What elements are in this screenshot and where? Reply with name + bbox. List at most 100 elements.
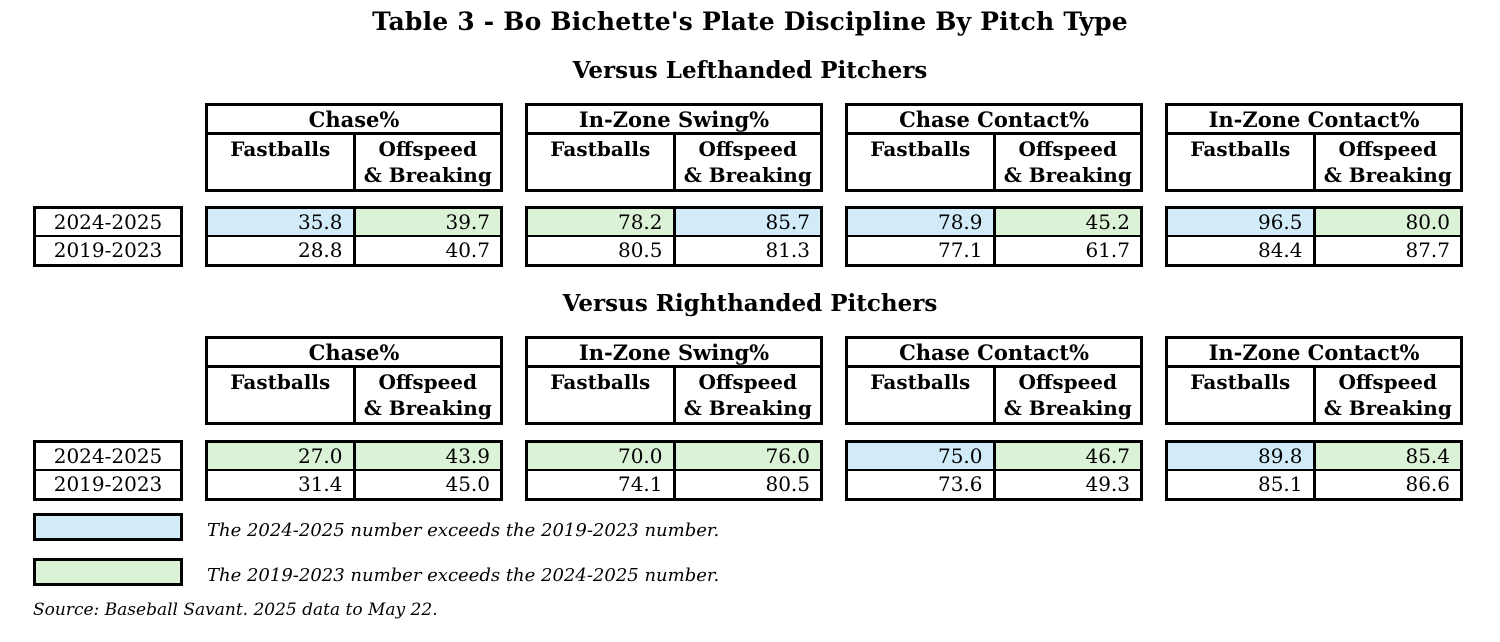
year-label-box: 2024-2025 2019-2023	[33, 440, 183, 501]
column-headers: Fastballs Offspeed & Breaking	[528, 368, 820, 422]
data-value-box: 78.2 85.7 80.5 81.3	[525, 206, 823, 267]
col-header-offspeed-breaking: Offspeed & Breaking	[1003, 370, 1132, 420]
value-offspeed-breaking: 86.6	[1315, 470, 1460, 498]
value-fastballs: 78.2	[528, 209, 676, 235]
value-offspeed-breaking: 81.3	[675, 236, 820, 264]
data-value-box: 70.0 76.0 74.1 80.5	[525, 440, 823, 501]
col-header-offspeed-breaking: Offspeed & Breaking	[683, 370, 812, 420]
col-header-fastballs: Fastballs	[208, 368, 356, 422]
data-value-box: 78.9 45.2 77.1 61.7	[845, 206, 1143, 267]
value-fastballs: 28.8	[208, 236, 356, 264]
data-value-box: 75.0 46.7 73.6 49.3	[845, 440, 1143, 501]
value-fastballs: 89.8	[1168, 443, 1316, 469]
page-title: Table 3 - Bo Bichette's Plate Discipline…	[372, 7, 1128, 36]
column-headers: Fastballs Offspeed & Breaking	[528, 135, 820, 189]
value-fastballs: 35.8	[208, 209, 356, 235]
data-row: 84.4 87.7	[1168, 236, 1460, 264]
value-offspeed-breaking: 85.4	[1315, 443, 1460, 469]
value-fastballs: 85.1	[1168, 470, 1316, 498]
metric-title: In-Zone Swing%	[528, 339, 820, 368]
col-header-fastballs: Fastballs	[1168, 135, 1316, 189]
section-heading: Versus Righthanded Pitchers	[562, 290, 938, 317]
column-headers: Fastballs Offspeed & Breaking	[1168, 368, 1460, 422]
value-offspeed-breaking: 39.7	[355, 209, 500, 235]
value-fastballs: 31.4	[208, 470, 356, 498]
data-row: 27.0 43.9	[208, 443, 500, 471]
section-heading: Versus Lefthanded Pitchers	[572, 57, 928, 84]
value-fastballs: 78.9	[848, 209, 996, 235]
column-headers: Fastballs Offspeed & Breaking	[848, 135, 1140, 189]
value-fastballs: 70.0	[528, 443, 676, 469]
data-row: 85.1 86.6	[1168, 470, 1460, 498]
value-offspeed-breaking: 87.7	[1315, 236, 1460, 264]
value-offspeed-breaking: 40.7	[355, 236, 500, 264]
legend-caption: The 2024-2025 number exceeds the 2019-20…	[207, 520, 720, 541]
value-fastballs: 75.0	[848, 443, 996, 469]
data-row: 78.2 85.7	[528, 209, 820, 237]
col-header-offspeed-breaking: Offspeed & Breaking	[363, 370, 492, 420]
data-row: 96.5 80.0	[1168, 209, 1460, 237]
data-row: 35.8 39.7	[208, 209, 500, 237]
column-headers: Fastballs Offspeed & Breaking	[208, 135, 500, 189]
metric-header-box: Chase% Fastballs Offspeed & Breaking	[205, 103, 503, 192]
data-value-box: 89.8 85.4 85.1 86.6	[1165, 440, 1463, 501]
metric-title: Chase%	[208, 339, 500, 368]
metric-title: Chase Contact%	[848, 339, 1140, 368]
source-note: Source: Baseball Savant. 2025 data to Ma…	[33, 600, 438, 620]
value-offspeed-breaking: 46.7	[995, 443, 1140, 469]
data-row: 89.8 85.4	[1168, 443, 1460, 471]
metric-header-box: In-Zone Swing% Fastballs Offspeed & Breaki…	[525, 103, 823, 192]
data-row: 75.0 46.7	[848, 443, 1140, 471]
col-header-fastballs: Fastballs	[848, 368, 996, 422]
col-header-offspeed-breaking: Offspeed & Breaking	[1323, 370, 1452, 420]
value-offspeed-breaking: 49.3	[995, 470, 1140, 498]
year-label: 2019-2023	[53, 238, 163, 263]
metric-title: Chase%	[208, 106, 500, 135]
value-fastballs: 74.1	[528, 470, 676, 498]
value-fastballs: 77.1	[848, 236, 996, 264]
metric-title: In-Zone Contact%	[1168, 106, 1460, 135]
metric-header-box: In-Zone Contact% Fastballs Offspeed & Brea…	[1165, 103, 1463, 192]
value-offspeed-breaking: 61.7	[995, 236, 1140, 264]
metric-header-box: Chase Contact% Fastballs Offspeed & Breaki…	[845, 336, 1143, 425]
column-headers: Fastballs Offspeed & Breaking	[208, 368, 500, 422]
value-offspeed-breaking: 85.7	[675, 209, 820, 235]
col-header-fastballs: Fastballs	[528, 368, 676, 422]
value-offspeed-breaking: 80.0	[1315, 209, 1460, 235]
col-header-offspeed-breaking: Offspeed & Breaking	[363, 137, 492, 187]
value-offspeed-breaking: 45.0	[355, 470, 500, 498]
metric-header-box: Chase% Fastballs Offspeed & Breaking	[205, 336, 503, 425]
data-row: 80.5 81.3	[528, 236, 820, 264]
col-header-fastballs: Fastballs	[208, 135, 356, 189]
year-label: 2024-2025	[36, 209, 180, 237]
legend-caption: The 2019-2023 number exceeds the 2024-20…	[207, 565, 720, 586]
metric-title: Chase Contact%	[848, 106, 1140, 135]
metric-header-box: In-Zone Swing% Fastballs Offspeed & Breaki…	[525, 336, 823, 425]
data-row: 77.1 61.7	[848, 236, 1140, 264]
col-header-fastballs: Fastballs	[528, 135, 676, 189]
col-header-fastballs: Fastballs	[848, 135, 996, 189]
metric-header-box: Chase Contact% Fastballs Offspeed & Breaki…	[845, 103, 1143, 192]
data-row: 78.9 45.2	[848, 209, 1140, 237]
col-header-fastballs: Fastballs	[1168, 368, 1316, 422]
col-header-offspeed-breaking: Offspeed & Breaking	[1323, 137, 1452, 187]
value-fastballs: 73.6	[848, 470, 996, 498]
column-headers: Fastballs Offspeed & Breaking	[1168, 135, 1460, 189]
value-offspeed-breaking: 43.9	[355, 443, 500, 469]
col-header-offspeed-breaking: Offspeed & Breaking	[683, 137, 812, 187]
metric-header-box: In-Zone Contact% Fastballs Offspeed & Brea…	[1165, 336, 1463, 425]
legend-swatch-blue	[33, 513, 183, 541]
value-fastballs: 27.0	[208, 443, 356, 469]
value-offspeed-breaking: 80.5	[675, 470, 820, 498]
data-value-box: 35.8 39.7 28.8 40.7	[205, 206, 503, 267]
data-row: 74.1 80.5	[528, 470, 820, 498]
data-row: 31.4 45.0	[208, 470, 500, 498]
data-value-box: 27.0 43.9 31.4 45.0	[205, 440, 503, 501]
value-fastballs: 84.4	[1168, 236, 1316, 264]
year-label: 2024-2025	[36, 443, 180, 471]
metric-title: In-Zone Swing%	[528, 106, 820, 135]
value-offspeed-breaking: 76.0	[675, 443, 820, 469]
data-row: 73.6 49.3	[848, 470, 1140, 498]
value-fastballs: 96.5	[1168, 209, 1316, 235]
